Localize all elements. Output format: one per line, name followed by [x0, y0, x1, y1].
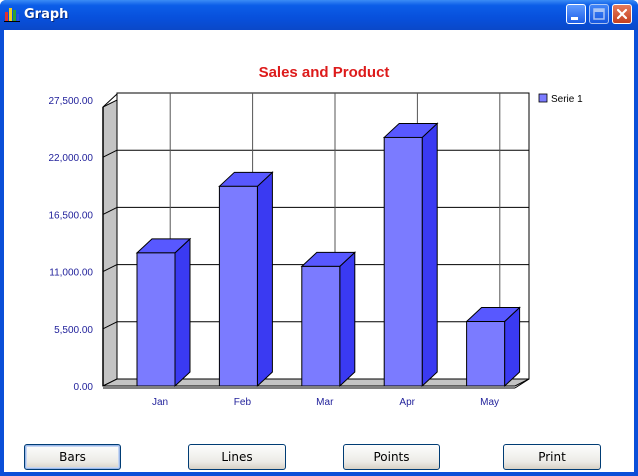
print-button[interactable]: Print: [503, 444, 601, 470]
bar-side: [174, 237, 191, 388]
chart-legend: Serie 1: [538, 93, 583, 105]
chart-title: Sales and Product: [259, 64, 390, 81]
legend-swatch: [538, 93, 548, 103]
close-button[interactable]: [612, 4, 632, 24]
wall-edge: [102, 93, 118, 108]
floor-edge: [514, 378, 530, 389]
bars-button[interactable]: Bars: [24, 444, 121, 470]
lines-button[interactable]: Lines: [188, 444, 286, 470]
y-tick-label: 16,500.00: [49, 210, 94, 221]
bar-side: [339, 251, 356, 388]
bar-side: [421, 122, 438, 388]
x-tick-label: Jan: [152, 397, 168, 408]
bar: [301, 265, 341, 387]
bar: [136, 252, 176, 387]
sales-bar-chart: Sales and Product Serie 1 0.00 5,500.00 11…: [49, 64, 584, 408]
x-tick-label: May: [480, 397, 499, 408]
left-wall: [102, 99, 118, 387]
maximize-icon: [593, 8, 605, 20]
y-tick-label: 22,000.00: [49, 153, 94, 164]
minimize-icon: [571, 17, 578, 20]
graph-app-icon: [4, 8, 20, 22]
bar-side: [256, 171, 273, 388]
window-title: Graph: [24, 7, 69, 22]
y-tick-label: 5,500.00: [54, 325, 93, 336]
title-bar[interactable]: Graph: [0, 0, 638, 30]
gridline: [102, 321, 118, 330]
close-icon: [616, 8, 628, 20]
plot-area: 0.00 5,500.00 11,000.00 16,500.00 22,000.00 2…: [49, 92, 530, 408]
bar: [466, 321, 506, 387]
points-button[interactable]: Points: [343, 444, 440, 470]
maximize-button[interactable]: [589, 4, 609, 24]
x-tick-label: Mar: [316, 397, 334, 408]
x-tick-label: Feb: [234, 397, 252, 408]
y-tick-label: 0.00: [74, 382, 94, 393]
minimize-button[interactable]: [566, 4, 586, 24]
bar: [383, 136, 423, 387]
x-tick-label: Apr: [399, 397, 415, 408]
legend-label: Serie 1: [551, 94, 583, 105]
y-tick-label: 11,000.00: [49, 268, 93, 279]
bar: [218, 185, 258, 387]
y-tick-label: 27,500.00: [49, 96, 94, 107]
gridline: [102, 264, 118, 273]
gridline: [102, 149, 118, 158]
gridline: [102, 206, 118, 215]
